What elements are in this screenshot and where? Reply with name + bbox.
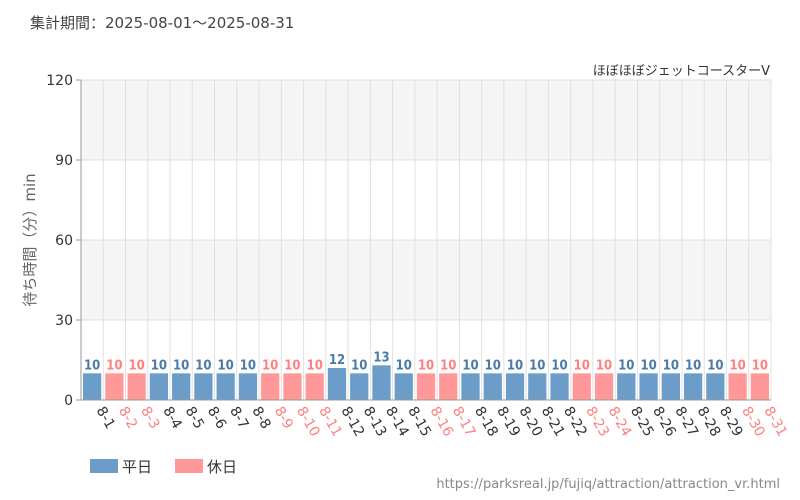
bars: 10 10 10 10 10 10 10 10 10 10 10 12 10 13 10 10 10 10 10 10… <box>83 350 769 400</box>
bar <box>528 373 547 400</box>
bar <box>305 373 324 400</box>
bar-value-label: 10 <box>240 358 256 373</box>
bar-value-label: 10 <box>618 358 634 373</box>
attraction-title: ほぼほぼジェットコースターV <box>593 64 770 79</box>
x-tick-label: 8-8 <box>248 404 273 432</box>
plot-band <box>81 160 771 240</box>
bar <box>617 373 636 400</box>
bar <box>550 373 569 400</box>
bar <box>706 373 725 400</box>
bar-value-label: 10 <box>106 358 122 373</box>
legend-swatch-holiday <box>175 459 203 473</box>
bar <box>728 373 747 400</box>
bar-value-label: 10 <box>729 358 745 373</box>
bar <box>505 373 525 400</box>
bar-value-label: 10 <box>173 358 189 373</box>
bar-value-label: 10 <box>507 358 523 373</box>
bar-value-label: 10 <box>574 358 590 373</box>
bar-value-label: 10 <box>84 358 100 373</box>
x-tick-label: 8-5 <box>182 404 207 432</box>
y-tick-label: 0 <box>64 393 73 409</box>
bar <box>149 373 169 400</box>
x-tick-label: 8-9 <box>271 404 296 432</box>
bar <box>394 373 413 400</box>
y-tick-label: 30 <box>55 313 73 329</box>
bar-value-label: 13 <box>373 350 389 365</box>
bar <box>83 373 102 400</box>
x-tick-label: 8-1 <box>93 404 118 432</box>
bar <box>594 373 614 400</box>
legend-label-holiday: 休日 <box>207 458 237 476</box>
bar <box>683 373 703 400</box>
bar <box>327 368 347 400</box>
bar <box>216 373 235 400</box>
bar-value-label: 12 <box>329 353 345 368</box>
bar <box>372 365 391 400</box>
legend-label-weekday: 平日 <box>122 458 152 476</box>
bar-value-label: 10 <box>551 358 567 373</box>
x-tick-label: 8-31 <box>760 404 790 440</box>
x-tick-label: 8-6 <box>204 404 229 432</box>
bar <box>483 373 502 400</box>
bar-value-label: 10 <box>485 358 501 373</box>
x-tick-label: 8-2 <box>115 404 140 432</box>
bar <box>172 373 191 400</box>
bar-value-label: 10 <box>218 358 234 373</box>
bar <box>194 373 213 400</box>
bar <box>750 373 769 400</box>
bar <box>639 373 658 400</box>
bar-value-label: 10 <box>129 358 145 373</box>
bar-value-label: 10 <box>440 358 456 373</box>
bar-value-label: 10 <box>151 358 167 373</box>
y-tick-label: 60 <box>55 233 73 249</box>
bar-value-label: 10 <box>284 358 300 373</box>
bar <box>416 373 436 400</box>
bar <box>461 373 480 400</box>
bar-value-label: 10 <box>462 358 478 373</box>
bar-value-label: 10 <box>707 358 723 373</box>
bar-value-label: 10 <box>529 358 545 373</box>
bar <box>283 373 302 400</box>
y-axis-title: 待ち時間（分）min <box>21 173 39 306</box>
legend: 平日 休日 <box>90 458 237 476</box>
bar-value-label: 10 <box>685 358 701 373</box>
bar-value-label: 10 <box>351 358 367 373</box>
plot-background <box>81 80 771 400</box>
bar-value-label: 10 <box>307 358 323 373</box>
period-label: 集計期間：2025-08-01～2025-08-31 <box>30 14 294 32</box>
bar-value-label: 10 <box>752 358 768 373</box>
plot-band <box>81 240 771 320</box>
bar <box>350 373 369 400</box>
bar-value-label: 10 <box>418 358 434 373</box>
bar-value-label: 10 <box>396 358 412 373</box>
bar <box>127 373 146 400</box>
bar-value-label: 10 <box>640 358 656 373</box>
y-tick-label: 120 <box>46 73 73 89</box>
bar <box>661 373 680 400</box>
y-tick-label: 90 <box>55 153 73 169</box>
source-url: https://parksreal.jp/fujiq/attraction/at… <box>436 477 780 492</box>
bar-value-label: 10 <box>262 358 278 373</box>
bar-value-label: 10 <box>195 358 211 373</box>
x-tick-label: 8-7 <box>226 404 251 432</box>
bar <box>261 373 280 400</box>
bar <box>238 373 258 400</box>
plot-band <box>81 80 771 160</box>
x-tick-label: 8-4 <box>159 404 184 432</box>
bar-value-label: 10 <box>596 358 612 373</box>
legend-swatch-weekday <box>90 459 118 473</box>
bar <box>572 373 591 400</box>
bar <box>439 373 458 400</box>
bar-value-label: 10 <box>663 358 679 373</box>
x-tick-label: 8-3 <box>137 404 162 432</box>
bar <box>105 373 124 400</box>
